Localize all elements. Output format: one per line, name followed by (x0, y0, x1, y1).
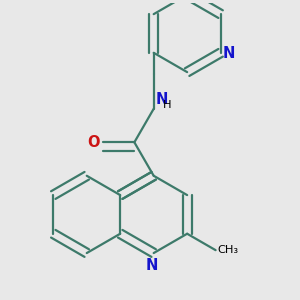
Text: N: N (146, 258, 158, 273)
Text: O: O (87, 135, 100, 150)
Text: N: N (223, 46, 235, 62)
Text: CH₃: CH₃ (218, 245, 239, 255)
Text: H: H (163, 100, 172, 110)
Text: N: N (155, 92, 167, 107)
